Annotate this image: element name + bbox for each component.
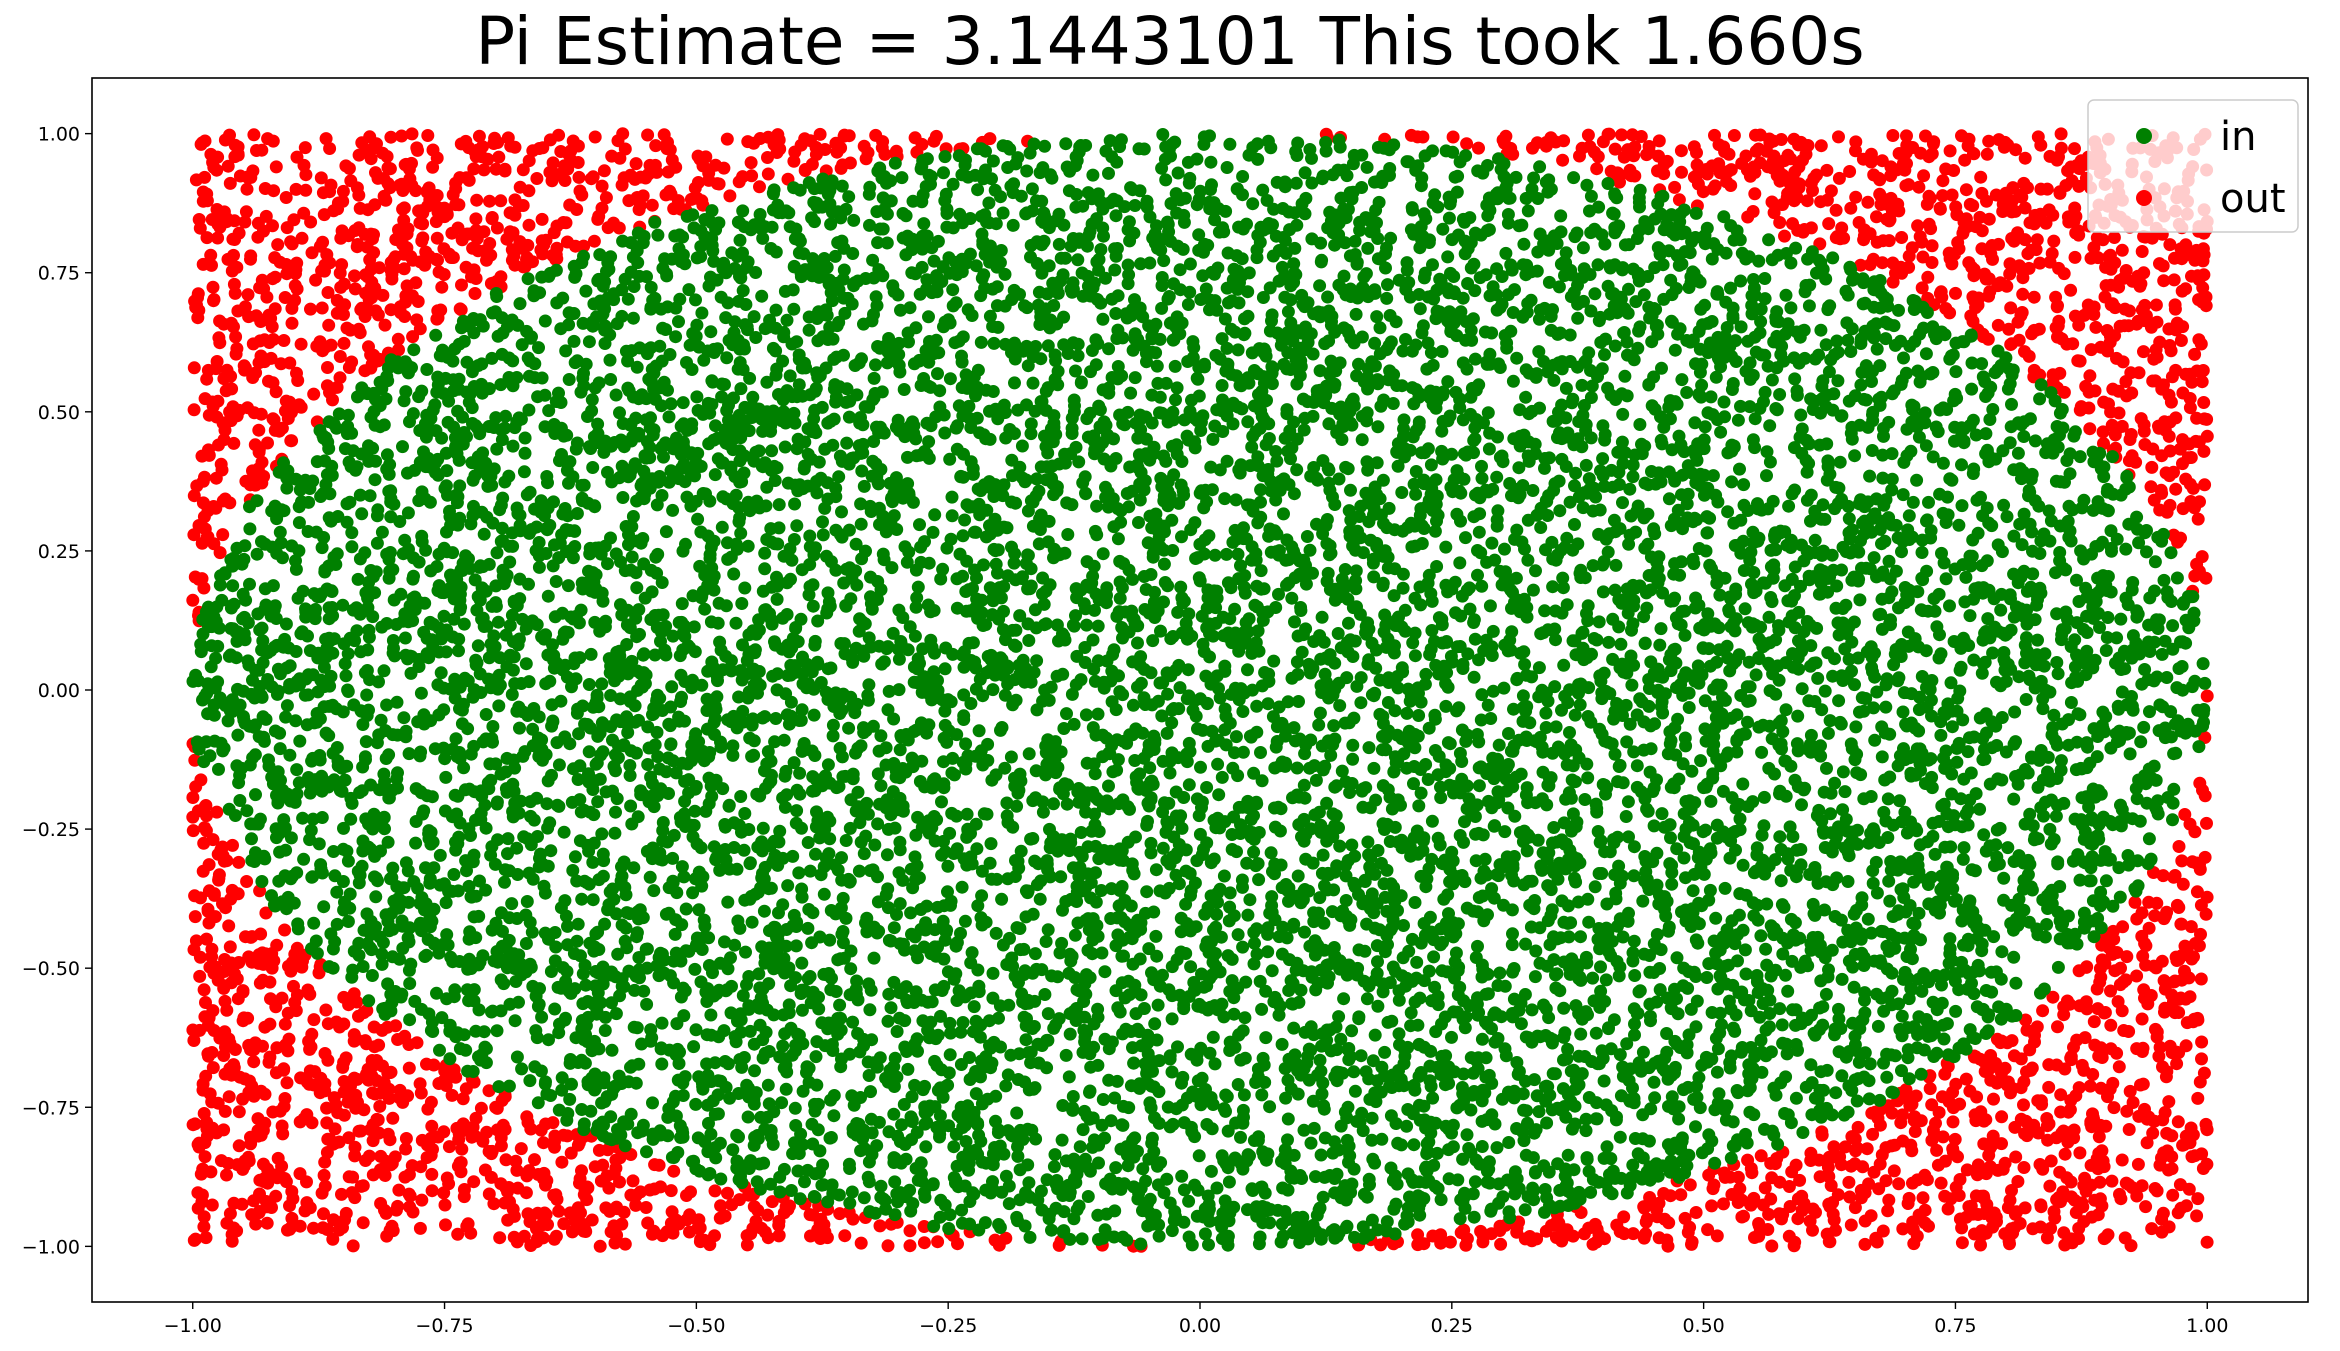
y-tick-label: 0.00: [38, 680, 80, 702]
y-tick-label: 0.75: [38, 263, 80, 285]
legend-marker-in: [2136, 128, 2152, 144]
y-tick-label: −1.00: [22, 1236, 80, 1258]
legend-label-out: out: [2220, 176, 2286, 222]
points-layer: [186, 127, 2214, 1253]
legend-label-in: in: [2220, 114, 2256, 160]
x-tick-label: 0.25: [1431, 1315, 1473, 1337]
chart-title: Pi Estimate = 3.1443101 This took 1.660s: [475, 3, 1865, 80]
y-tick-label: 0.50: [38, 402, 80, 424]
y-tick-label: −0.75: [22, 1097, 80, 1119]
x-tick-label: −0.50: [667, 1315, 725, 1337]
y-axis: 1.00 0.75 0.50 0.25 0.00 −0.25 −0.50 −0.75 −1.00: [22, 124, 92, 1258]
x-axis: −1.00 −0.75 −0.50 −0.25 0.00 0.25 0.50 0.75 1.00: [164, 1302, 2228, 1337]
y-tick-label: 0.25: [38, 541, 80, 563]
x-tick-label: −0.25: [919, 1315, 977, 1337]
x-tick-label: 1.00: [2186, 1315, 2228, 1337]
series-out-points: [186, 127, 2214, 1253]
legend-marker-out: [2136, 190, 2152, 206]
x-tick-label: 0.75: [1934, 1315, 1976, 1337]
y-tick-label: −0.50: [22, 958, 80, 980]
y-tick-label: −0.25: [22, 819, 80, 841]
x-tick-label: −0.75: [415, 1315, 473, 1337]
x-tick-label: 0.50: [1682, 1315, 1724, 1337]
series-in-points: [186, 128, 2212, 1252]
x-tick-label: 0.00: [1179, 1315, 1221, 1337]
y-tick-label: 1.00: [38, 124, 80, 146]
legend: in out: [2087, 99, 2299, 233]
x-tick-label: −1.00: [164, 1315, 222, 1337]
